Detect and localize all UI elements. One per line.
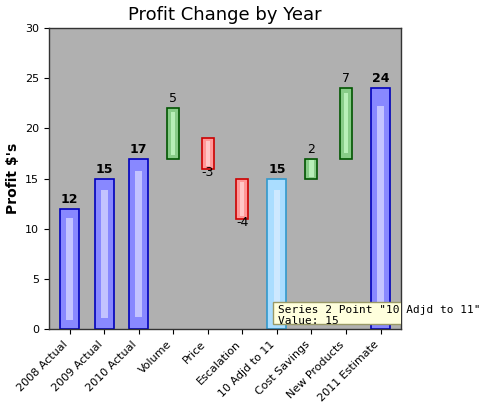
Text: 17: 17 xyxy=(130,143,148,155)
Bar xyxy=(171,112,175,155)
Text: 15: 15 xyxy=(95,163,113,175)
Bar xyxy=(340,88,352,159)
Bar xyxy=(101,190,108,318)
Bar xyxy=(377,106,384,311)
Y-axis label: Profit $'s: Profit $'s xyxy=(6,143,20,214)
Text: 2: 2 xyxy=(308,143,315,155)
Bar xyxy=(240,182,244,216)
Text: 5: 5 xyxy=(169,92,177,105)
Bar xyxy=(205,141,210,166)
Bar xyxy=(267,179,286,330)
Text: 12: 12 xyxy=(61,193,79,206)
Text: 15: 15 xyxy=(268,163,285,175)
Bar xyxy=(274,190,280,318)
Bar xyxy=(129,159,148,330)
Text: -4: -4 xyxy=(236,216,249,229)
Text: Series 2 Point "10 Adjd to 11"
Value: 15: Series 2 Point "10 Adjd to 11" Value: 15 xyxy=(278,305,479,326)
Bar xyxy=(344,94,348,153)
Bar xyxy=(202,139,214,169)
FancyBboxPatch shape xyxy=(274,302,405,324)
Bar xyxy=(371,88,390,330)
Bar xyxy=(60,209,79,330)
Bar xyxy=(306,159,318,179)
Bar xyxy=(136,171,142,317)
Bar xyxy=(67,218,73,320)
Bar xyxy=(236,179,249,219)
Bar xyxy=(309,160,314,177)
Text: -3: -3 xyxy=(202,166,214,179)
Bar xyxy=(95,179,114,330)
Text: 24: 24 xyxy=(372,72,389,85)
Text: 7: 7 xyxy=(342,72,350,85)
Title: Profit Change by Year: Profit Change by Year xyxy=(128,6,322,24)
Bar xyxy=(167,108,179,159)
